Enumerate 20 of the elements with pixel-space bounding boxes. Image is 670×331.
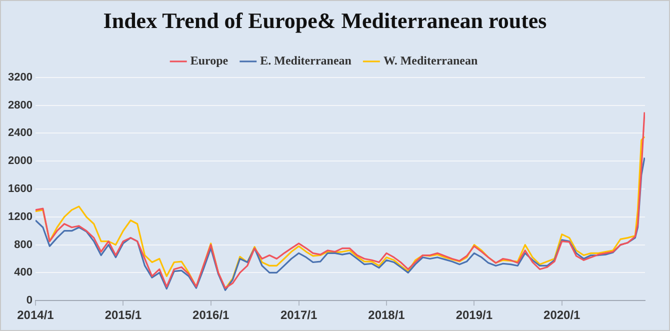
x-tick-label: 2019/1 [456,308,493,322]
legend-label: Europe [190,53,229,68]
y-tick-label: 800 [14,238,32,251]
y-tick-label: 2800 [8,99,32,112]
y-tick-label: 1200 [8,210,32,223]
x-tick-label: 2018/1 [368,308,406,322]
x-tick-label: 2015/1 [104,308,142,322]
y-tick-label: 3200 [8,71,32,84]
chart-title: Index Trend of Europe& Mediterranean routes [103,8,548,33]
x-tick-label: 2020/1 [544,308,581,322]
legend-label: E. Mediterranean [260,53,352,68]
y-tick-label: 2400 [8,127,32,140]
y-tick-label: 400 [14,266,32,279]
y-tick-label: 0 [26,294,32,307]
y-tick-label: 2000 [8,155,32,168]
y-tick-label: 1600 [8,183,32,196]
x-tick-label: 2016/1 [192,308,230,322]
legend-label: W. Mediterranean [383,53,478,68]
x-tick-label: 2014/1 [17,308,54,322]
x-tick-label: 2017/1 [280,308,318,322]
